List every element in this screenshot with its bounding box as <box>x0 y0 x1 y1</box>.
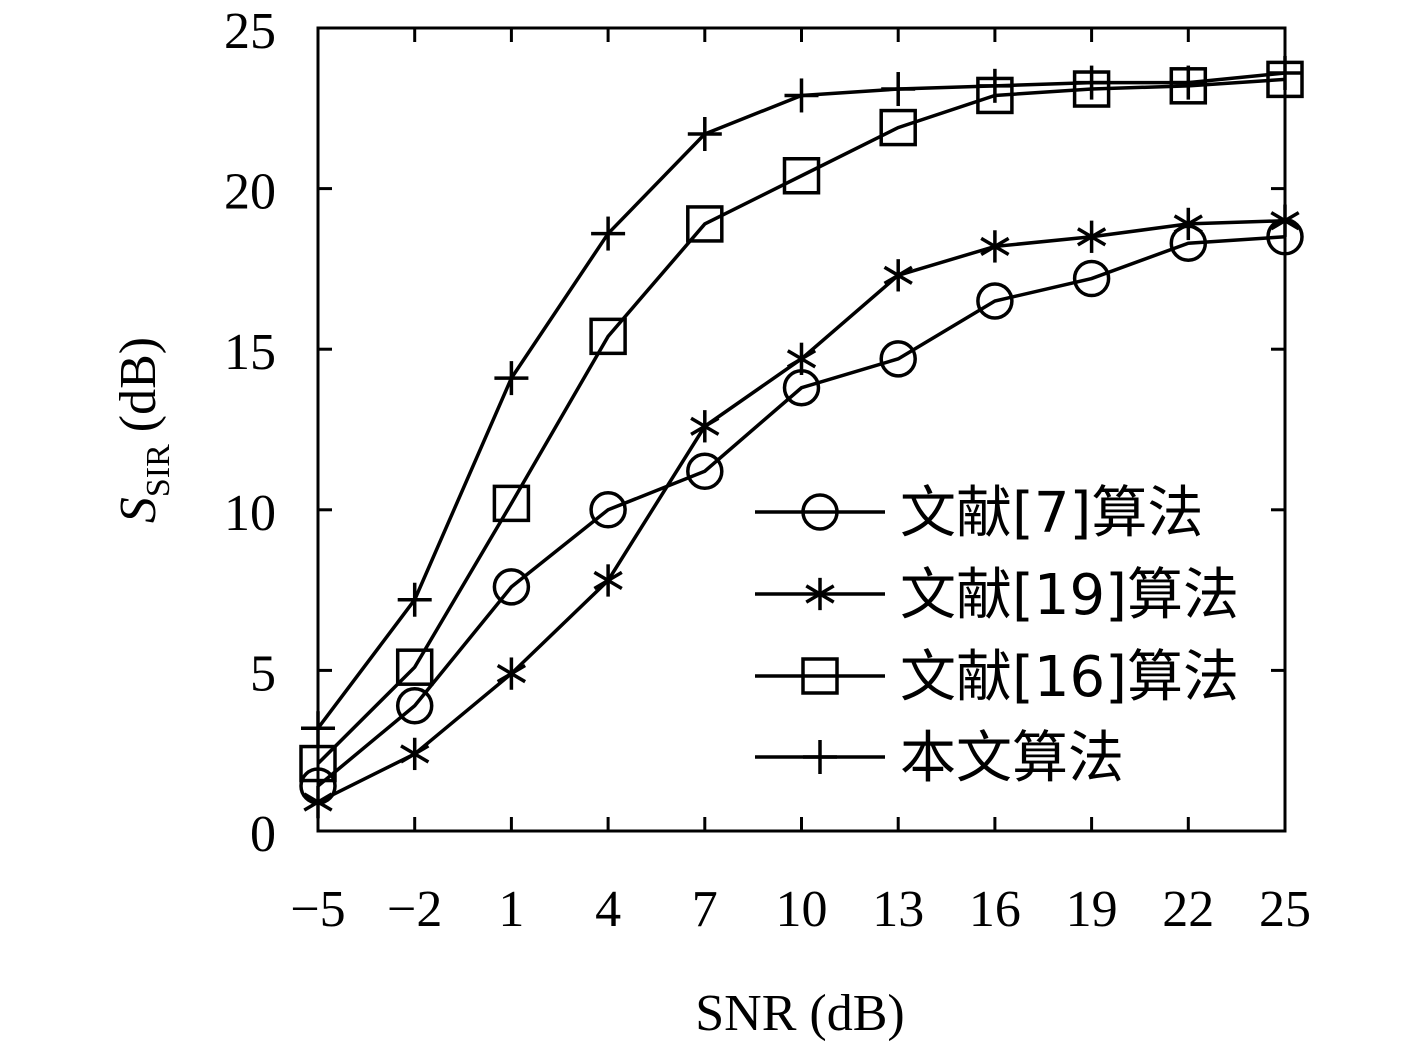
legend-item: 文献[16]算法 <box>755 645 1239 710</box>
asterisk-marker-d2 <box>690 416 720 436</box>
asterisk-marker-d2 <box>786 349 817 369</box>
asterisk-marker-d2 <box>883 265 913 285</box>
square-marker <box>801 657 839 695</box>
asterisk-marker <box>1076 220 1107 253</box>
y-axis-label-main: S <box>110 497 167 523</box>
legend-item: 本文算法 <box>755 726 1124 791</box>
asterisk-marker <box>400 737 430 771</box>
plus-marker <box>803 740 837 774</box>
asterisk-marker <box>786 342 817 375</box>
square-marker <box>589 317 627 356</box>
asterisk-marker <box>805 577 835 611</box>
square-marker <box>492 484 531 523</box>
plus-marker <box>784 78 819 113</box>
circle-marker <box>1072 259 1111 298</box>
x-tick-label: 25 <box>1259 881 1311 938</box>
x-tick-label: 10 <box>776 881 828 938</box>
x-axis-label: SNR (dB) <box>695 985 904 1042</box>
asterisk-marker <box>1270 204 1300 237</box>
series-line <box>316 77 1286 765</box>
square-marker <box>299 744 337 783</box>
plus-marker <box>1268 55 1302 90</box>
asterisk-marker <box>980 230 1010 263</box>
square-marker <box>782 157 821 195</box>
x-tick-label: 4 <box>595 881 621 938</box>
y-axis-label: SSIR (dB) <box>110 337 177 523</box>
y-tick-label: 15 <box>224 324 276 381</box>
y-tick-label: 0 <box>250 806 276 863</box>
y-tick-label: 5 <box>250 645 276 702</box>
square-marker <box>395 648 434 686</box>
x-tick-label: 1 <box>498 881 524 938</box>
y-axis-label-unit: (dB) <box>110 337 167 432</box>
asterisk-marker <box>690 410 720 443</box>
x-tick-label: −5 <box>290 881 345 938</box>
circle-marker <box>801 493 839 531</box>
plus-marker <box>301 711 335 746</box>
legend-label: 文献[16]算法 <box>900 645 1239 710</box>
legend-item: 文献[7]算法 <box>755 481 1203 546</box>
plus-marker <box>591 216 626 251</box>
x-tick-label: 22 <box>1162 881 1214 938</box>
asterisk-marker-d2 <box>496 664 527 684</box>
asterisk-marker-d2 <box>303 792 333 812</box>
plus-marker <box>1171 65 1206 100</box>
plus-marker <box>687 116 722 151</box>
circle-marker <box>976 282 1014 320</box>
legend-item: 文献[19]算法 <box>755 563 1239 628</box>
asterisk-marker <box>883 259 913 292</box>
plus-marker <box>977 68 1012 103</box>
asterisk-marker-d2 <box>805 584 835 604</box>
plot-area <box>316 26 1287 833</box>
x-tick-label: −2 <box>387 881 442 938</box>
plot-frame <box>316 26 1287 833</box>
asterisk-marker-d2 <box>1270 211 1300 231</box>
x-tick-label: 7 <box>692 881 718 938</box>
series-line <box>316 71 1286 730</box>
asterisk-marker-d2 <box>593 570 623 591</box>
legend-label: 文献[7]算法 <box>900 481 1203 546</box>
square-marker <box>686 205 724 243</box>
asterisk-marker-d2 <box>980 236 1010 256</box>
plus-marker <box>397 582 432 617</box>
plus-marker <box>1074 65 1109 100</box>
y-tick-label: 10 <box>224 485 276 542</box>
plus-marker <box>494 361 529 396</box>
asterisk-marker-d2 <box>1076 227 1107 247</box>
series-line <box>316 235 1286 788</box>
series-1 <box>299 218 1304 805</box>
axis-ticks: −5 −2 1 4 7 10 13 16 19 22 25 0 5 10 15 20 25 <box>224 3 1311 938</box>
circle-marker <box>589 491 627 529</box>
square-marker <box>879 108 917 147</box>
asterisk-marker <box>303 785 333 819</box>
y-axis-label-sub: SIR <box>140 444 177 497</box>
x-tick-label: 16 <box>969 881 1021 938</box>
circle-marker <box>686 452 724 491</box>
legend-label: 本文算法 <box>900 726 1124 791</box>
plus-marker <box>881 72 916 107</box>
asterisk-marker-d2 <box>1173 214 1203 234</box>
series-2 <box>303 204 1300 819</box>
asterisk-marker-d2 <box>400 744 430 764</box>
y-tick-label: 20 <box>224 164 276 221</box>
series-group <box>299 55 1304 819</box>
asterisk-marker <box>1173 207 1203 241</box>
asterisk-marker <box>593 564 623 597</box>
y-tick-label: 25 <box>224 3 276 60</box>
x-tick-label: 19 <box>1066 881 1118 938</box>
circle-marker <box>492 568 531 606</box>
x-tick-label: 13 <box>872 881 924 938</box>
series-4 <box>301 55 1302 746</box>
circle-marker <box>395 686 434 725</box>
asterisk-marker <box>496 657 527 690</box>
legend-label: 文献[19]算法 <box>900 563 1239 628</box>
circle-marker <box>879 340 917 378</box>
